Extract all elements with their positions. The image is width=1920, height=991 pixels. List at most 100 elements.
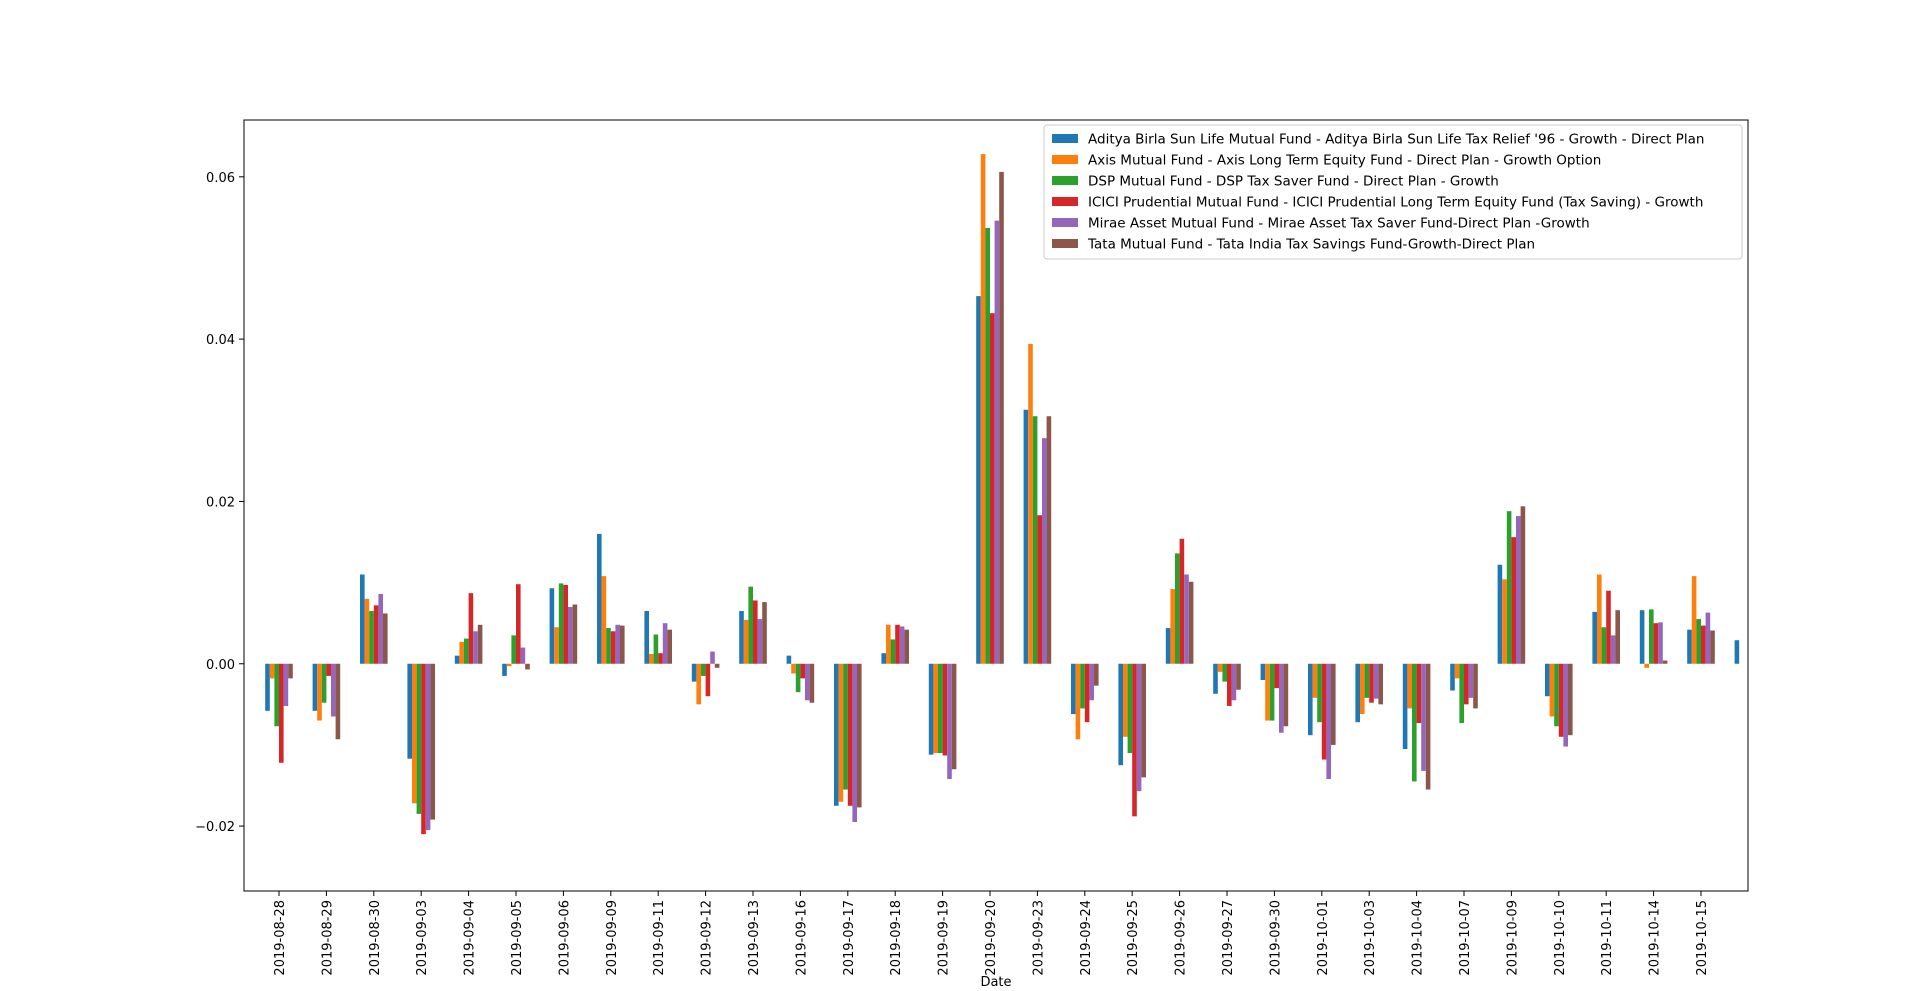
bar — [549, 588, 555, 664]
bar — [1312, 663, 1318, 698]
bar — [1094, 663, 1099, 686]
bar — [430, 663, 435, 820]
legend-box — [1043, 124, 1743, 260]
bar — [1132, 663, 1137, 817]
bar — [1558, 663, 1564, 737]
bar — [369, 611, 374, 664]
bar — [1520, 506, 1526, 664]
bar — [288, 663, 293, 679]
bar — [554, 627, 559, 664]
bar — [644, 611, 649, 664]
bar — [1364, 663, 1370, 698]
bar — [843, 663, 848, 790]
bar — [1373, 663, 1379, 699]
bar — [990, 313, 995, 664]
bar — [502, 663, 507, 676]
bar — [852, 663, 857, 823]
bar — [1473, 663, 1478, 709]
legend-swatch — [1052, 218, 1078, 227]
y-tick-label: 0.02 — [206, 495, 235, 510]
bar — [1260, 663, 1266, 680]
bar — [1032, 416, 1038, 664]
bar — [477, 624, 483, 664]
x-tick-label: 2019-09-24 — [1079, 900, 1094, 976]
bar — [520, 647, 526, 664]
bar — [1554, 663, 1559, 727]
bar — [809, 663, 815, 703]
bar — [714, 663, 720, 668]
bar — [895, 624, 900, 664]
bar — [1506, 511, 1512, 664]
bar — [1175, 553, 1180, 664]
x-tick-label: 2019-10-11 — [1600, 900, 1615, 976]
bar — [364, 598, 370, 664]
bar — [1497, 564, 1503, 664]
x-tick-label: 2019-09-16 — [794, 900, 809, 976]
legend-entry: DSP Mutual Fund - DSP Tax Saver Fund - D… — [1088, 174, 1499, 190]
bar — [1412, 663, 1417, 782]
bars-layer — [265, 154, 1740, 835]
bar — [985, 227, 990, 664]
bar — [269, 663, 275, 679]
bar — [1710, 630, 1715, 664]
bar — [743, 619, 749, 664]
bar — [568, 606, 573, 664]
x-tick-label: 2019-09-26 — [1174, 900, 1189, 976]
bar — [610, 631, 616, 664]
bar — [416, 663, 422, 814]
x-axis: 2019-08-28 2019-08-29 2019-08-30 2019-09-03… — [273, 891, 1710, 976]
bar — [1468, 663, 1474, 698]
x-tick-label: 2019-09-03 — [415, 900, 430, 976]
bar — [1308, 663, 1313, 736]
bar — [421, 663, 426, 835]
bar — [1141, 663, 1146, 778]
bar — [331, 663, 336, 717]
bar — [1037, 515, 1042, 664]
bar — [795, 663, 801, 693]
bar — [1321, 663, 1327, 760]
y-tick-label: 0.00 — [206, 658, 235, 673]
bar — [1549, 663, 1555, 717]
bar — [1378, 663, 1383, 705]
bar — [1331, 663, 1336, 745]
y-axis: −0.02 0.00 0.02 0.04 0.06 — [195, 171, 244, 835]
bar — [312, 663, 318, 711]
bar — [1545, 663, 1550, 697]
x-tick-label: 2019-09-20 — [984, 900, 999, 976]
x-tick-label: 2019-09-25 — [1126, 900, 1141, 976]
bar — [1416, 663, 1422, 724]
x-tick-label: 2019-09-18 — [889, 900, 904, 976]
bar — [1075, 663, 1081, 740]
bar — [283, 663, 289, 706]
bar — [601, 576, 607, 664]
bar — [1184, 574, 1189, 664]
bar — [412, 663, 417, 804]
bar — [938, 663, 943, 754]
bar — [1231, 663, 1237, 701]
bar — [1028, 344, 1033, 664]
bar — [1355, 663, 1360, 723]
x-tick-label: 2019-10-03 — [1363, 900, 1378, 976]
bar — [558, 583, 564, 664]
x-tick-label: 2019-09-19 — [937, 900, 952, 976]
bar — [933, 663, 938, 754]
bar — [1597, 574, 1602, 664]
x-tick-label: 2019-09-09 — [605, 900, 620, 976]
bar — [1046, 416, 1052, 664]
bar — [1360, 663, 1365, 715]
legend-swatch — [1052, 239, 1078, 248]
y-tick-label: 0.06 — [206, 171, 235, 186]
bar — [606, 628, 611, 664]
bar — [1639, 610, 1645, 664]
legend-swatch — [1052, 155, 1078, 164]
bar — [705, 663, 711, 697]
bar — [947, 663, 952, 779]
bar — [1425, 663, 1431, 790]
legend-swatch — [1052, 134, 1078, 143]
bar — [904, 629, 909, 664]
bar — [1217, 663, 1223, 672]
bar — [454, 655, 460, 664]
bar — [834, 663, 839, 806]
bar — [506, 663, 512, 667]
